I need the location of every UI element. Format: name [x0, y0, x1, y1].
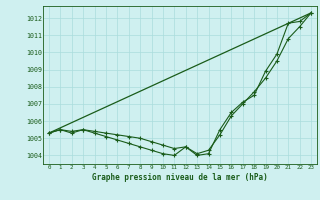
- X-axis label: Graphe pression niveau de la mer (hPa): Graphe pression niveau de la mer (hPa): [92, 173, 268, 182]
